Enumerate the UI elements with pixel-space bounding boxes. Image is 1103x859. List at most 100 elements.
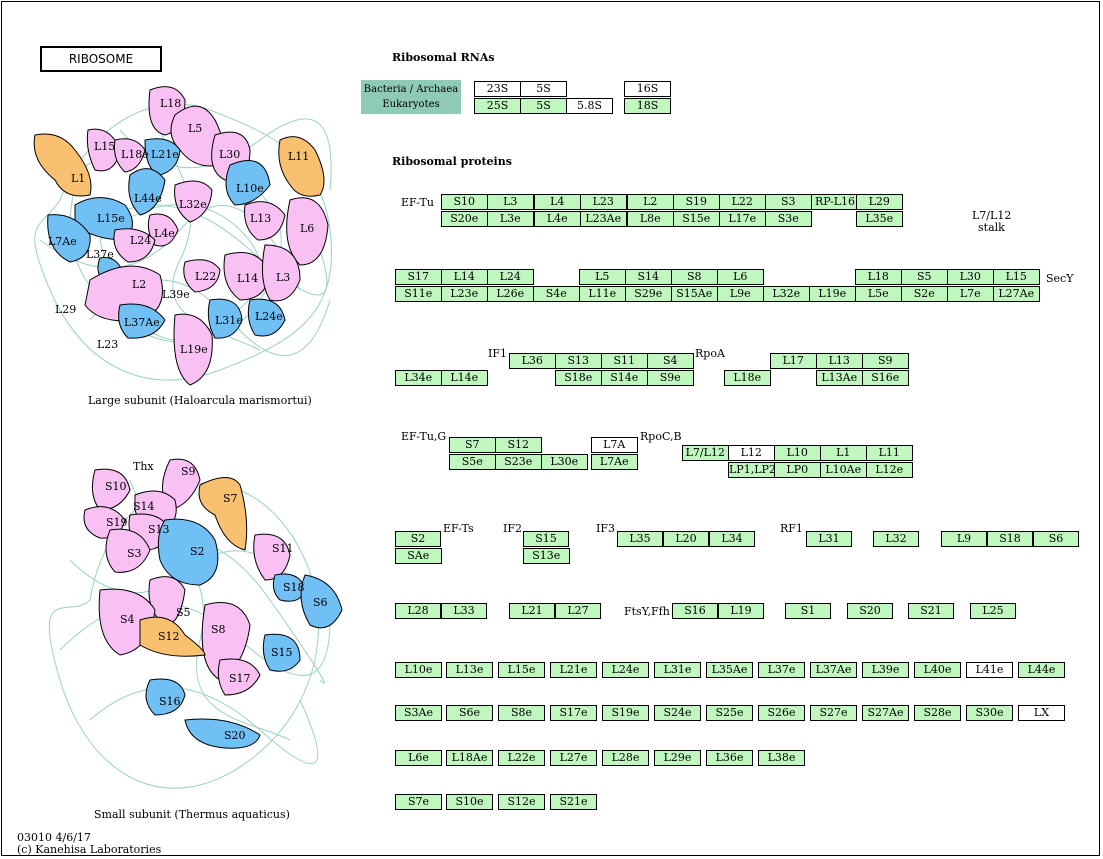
protein-box-s12e[interactable]: S12e (498, 794, 545, 810)
protein-box-l1[interactable]: L1 (820, 445, 867, 461)
rna-25s[interactable]: 25S (474, 98, 521, 114)
protein-box-l13e[interactable]: L13e (446, 662, 493, 678)
protein-box-s14e[interactable]: S14e (601, 370, 648, 386)
protein-box-l6e[interactable]: L6e (395, 750, 442, 766)
protein-box-l7e[interactable]: L7e (947, 286, 994, 302)
protein-box-l10ae[interactable]: L10Ae (820, 462, 867, 478)
protein-box-l35e[interactable]: L35e (856, 211, 903, 227)
protein-box-l31[interactable]: L31 (806, 531, 852, 547)
protein-box-l21e[interactable]: L21e (550, 662, 597, 678)
protein-box-s11e[interactable]: S11e (395, 286, 442, 302)
protein-box-l11[interactable]: L11 (866, 445, 913, 461)
protein-box-l13ae[interactable]: L13Ae (816, 370, 863, 386)
protein-box-l5e[interactable]: L5e (855, 286, 902, 302)
protein-box-l23e[interactable]: L23e (441, 286, 488, 302)
protein-box-s17e[interactable]: S17e (550, 705, 597, 721)
rna-18s[interactable]: 18S (624, 98, 671, 114)
protein-box-s8e[interactable]: S8e (498, 705, 545, 721)
protein-box-s27ae[interactable]: S27Ae (862, 705, 909, 721)
protein-box-l17[interactable]: L17 (770, 353, 817, 369)
protein-box-s7e[interactable]: S7e (395, 794, 442, 810)
rna-5s[interactable]: 5S (520, 81, 567, 97)
protein-box-rp-l16[interactable]: RP-L16 (811, 194, 859, 210)
rna-23s[interactable]: 23S (474, 81, 521, 97)
protein-box-s24e[interactable]: S24e (654, 705, 701, 721)
protein-box-l19[interactable]: L19 (718, 603, 764, 619)
protein-box-l25[interactable]: L25 (970, 603, 1016, 619)
protein-box-l27[interactable]: L27 (555, 603, 601, 619)
protein-box-s3e[interactable]: S3e (765, 211, 812, 227)
protein-box-l17e[interactable]: L17e (719, 211, 766, 227)
protein-box-s3ae[interactable]: S3Ae (395, 705, 442, 721)
protein-box-s12[interactable]: S12 (495, 437, 542, 453)
protein-box-l6[interactable]: L6 (717, 269, 764, 285)
protein-box-s8[interactable]: S8 (671, 269, 718, 285)
protein-box-l3[interactable]: L3 (487, 194, 534, 210)
protein-box-l15e[interactable]: L15e (498, 662, 545, 678)
protein-box-s14[interactable]: S14 (625, 269, 672, 285)
protein-box-s16e[interactable]: S16e (862, 370, 909, 386)
protein-box-s29e[interactable]: S29e (625, 286, 672, 302)
protein-box-l30e[interactable]: L30e (541, 454, 588, 470)
protein-box-s17[interactable]: S17 (395, 269, 442, 285)
protein-box-l7ae[interactable]: L7Ae (591, 454, 638, 470)
protein-box-l4e[interactable]: L4e (534, 211, 581, 227)
protein-box-s5[interactable]: S5 (901, 269, 948, 285)
protein-box-l33[interactable]: L33 (441, 603, 487, 619)
protein-box-l32[interactable]: L32 (873, 531, 919, 547)
protein-box-l34e[interactable]: L34e (395, 370, 442, 386)
protein-box-s28e[interactable]: S28e (914, 705, 961, 721)
protein-box-s16[interactable]: S16 (672, 603, 718, 619)
protein-box-l10e[interactable]: L10e (395, 662, 442, 678)
protein-box-s10e[interactable]: S10e (446, 794, 493, 810)
protein-box-l2[interactable]: L2 (627, 194, 674, 210)
protein-box-s25e[interactable]: S25e (706, 705, 753, 721)
protein-box-s21e[interactable]: S21e (550, 794, 597, 810)
protein-box-s11[interactable]: S11 (601, 353, 648, 369)
protein-box-s1[interactable]: S1 (785, 603, 831, 619)
protein-box-l41e[interactable]: L41e (966, 662, 1013, 678)
protein-box-l34[interactable]: L34 (709, 531, 755, 547)
protein-box-l35ae[interactable]: L35Ae (706, 662, 753, 678)
protein-box-l18ae[interactable]: L18Ae (446, 750, 493, 766)
protein-box-s9e[interactable]: S9e (647, 370, 694, 386)
protein-box-l13[interactable]: L13 (816, 353, 863, 369)
protein-box-l9[interactable]: L9 (941, 531, 987, 547)
protein-box-s10[interactable]: S10 (441, 194, 488, 210)
protein-box-s19[interactable]: S19 (673, 194, 720, 210)
protein-box-l11e[interactable]: L11e (579, 286, 626, 302)
protein-box-l36[interactable]: L36 (509, 353, 556, 369)
protein-box-s15e[interactable]: S15e (673, 211, 720, 227)
protein-box-l5[interactable]: L5 (579, 269, 626, 285)
protein-box-l3e[interactable]: L3e (487, 211, 534, 227)
protein-box-s21[interactable]: S21 (908, 603, 954, 619)
protein-box-l19e[interactable]: L19e (809, 286, 856, 302)
protein-box-s7[interactable]: S7 (449, 437, 496, 453)
protein-box-lp0[interactable]: LP0 (774, 462, 821, 478)
protein-box-l9e[interactable]: L9e (717, 286, 764, 302)
protein-box-l31e[interactable]: L31e (654, 662, 701, 678)
protein-box-l22[interactable]: L22 (719, 194, 766, 210)
protein-box-s13[interactable]: S13 (555, 353, 602, 369)
protein-box-l7a[interactable]: L7A (591, 437, 638, 453)
protein-box-lx[interactable]: LX (1018, 705, 1065, 721)
protein-box-l35[interactable]: L35 (617, 531, 663, 547)
protein-box-l28e[interactable]: L28e (602, 750, 649, 766)
protein-box-sae[interactable]: SAe (395, 548, 442, 564)
protein-box-s9[interactable]: S9 (862, 353, 909, 369)
protein-box-l28[interactable]: L28 (395, 603, 441, 619)
protein-box-l24[interactable]: L24 (487, 269, 534, 285)
protein-box-s15ae[interactable]: S15Ae (671, 286, 718, 302)
protein-box-l38e[interactable]: L38e (758, 750, 805, 766)
protein-box-l32e[interactable]: L32e (763, 286, 810, 302)
protein-box-s3[interactable]: S3 (765, 194, 812, 210)
protein-box-s2e[interactable]: S2e (901, 286, 948, 302)
protein-box-l8e[interactable]: L8e (627, 211, 674, 227)
protein-box-l22e[interactable]: L22e (498, 750, 545, 766)
protein-box-l14[interactable]: L14 (441, 269, 488, 285)
protein-box-s20[interactable]: S20 (847, 603, 893, 619)
protein-box-l36e[interactable]: L36e (706, 750, 753, 766)
protein-box-lp1-lp2[interactable]: LP1,LP2 (728, 462, 775, 478)
protein-box-l15[interactable]: L15 (993, 269, 1040, 285)
protein-box-l23ae[interactable]: L23Ae (580, 211, 627, 227)
